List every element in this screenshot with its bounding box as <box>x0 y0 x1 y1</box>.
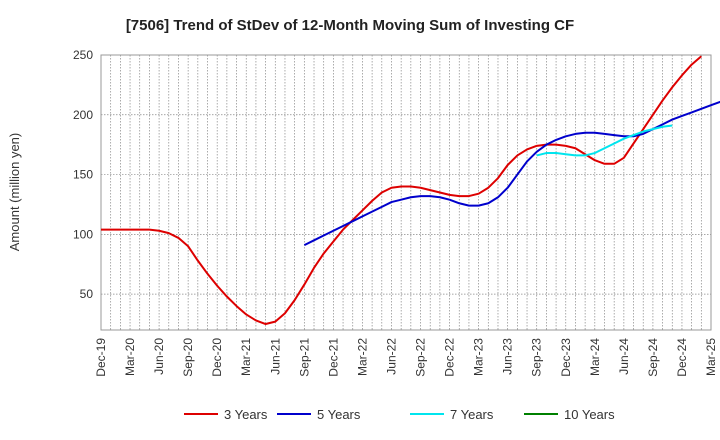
y-tick-label: 100 <box>73 227 93 241</box>
x-tick-label: Sep-22 <box>414 338 428 377</box>
plot-frame <box>100 54 712 331</box>
y-axis: 50 100 150 200 250 <box>73 48 93 301</box>
y-axis-label: Amount (million yen) <box>7 133 22 252</box>
x-tick-label: Dec-24 <box>675 338 689 377</box>
x-tick-label: Mar-25 <box>704 338 718 376</box>
x-tick-label: Dec-21 <box>326 338 340 377</box>
x-tick-label: Jun-22 <box>384 338 398 375</box>
x-tick-label: Sep-21 <box>297 338 311 377</box>
legend-label: 3 Years <box>224 407 268 422</box>
x-tick-label: Jun-23 <box>501 338 515 375</box>
x-tick-label: Mar-22 <box>355 338 369 376</box>
legend-label: 7 Years <box>450 407 494 422</box>
grid <box>101 54 711 330</box>
x-tick-label: Jun-20 <box>152 338 166 375</box>
chart-title: [7506] Trend of StDev of 12-Month Moving… <box>126 17 574 34</box>
series-lines <box>101 55 720 326</box>
series-line-5-years <box>303 100 720 247</box>
legend-label: 5 Years <box>317 407 361 422</box>
x-tick-label: Jun-21 <box>268 338 282 375</box>
x-tick-label: Dec-19 <box>94 338 108 377</box>
x-tick-label: Mar-20 <box>123 338 137 376</box>
y-tick-label: 250 <box>73 48 93 62</box>
x-tick-label: Sep-24 <box>646 338 660 377</box>
x-tick-label: Mar-21 <box>239 338 253 376</box>
x-axis: Dec-19 Mar-20 Jun-20 Sep-20 Dec-20 Mar-21 Jun-… <box>94 338 718 377</box>
series-line-7-years <box>536 124 673 157</box>
series-line-3-years <box>101 55 702 326</box>
legend: 3 Years 5 Years 7 Years 10 Years <box>184 407 615 422</box>
x-tick-label: Dec-20 <box>210 338 224 377</box>
legend-label: 10 Years <box>564 407 615 422</box>
x-tick-label: Dec-22 <box>443 338 457 377</box>
x-tick-label: Jun-24 <box>617 338 631 375</box>
y-tick-label: 150 <box>73 168 93 182</box>
x-tick-label: Sep-20 <box>181 338 195 377</box>
y-tick-label: 200 <box>73 108 93 122</box>
x-tick-label: Mar-24 <box>588 338 602 376</box>
x-tick-label: Sep-23 <box>530 338 544 377</box>
x-tick-label: Dec-23 <box>559 338 573 377</box>
x-tick-label: Mar-23 <box>472 338 486 376</box>
y-tick-label: 50 <box>80 287 94 301</box>
